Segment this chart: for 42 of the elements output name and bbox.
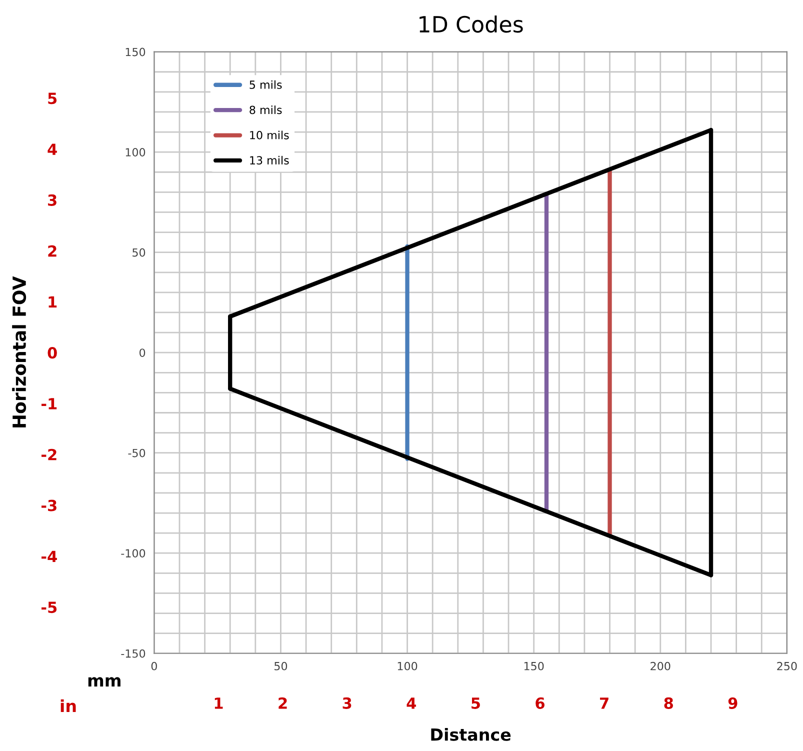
y2-tick-label: -4 xyxy=(42,550,57,562)
x-tick-label: 200 xyxy=(650,662,670,670)
x-tick-label: 250 xyxy=(777,662,797,670)
y-tick-label: -150 xyxy=(121,649,146,658)
x-axis-title: Distance xyxy=(431,728,511,741)
x-tick-label: 100 xyxy=(398,662,418,670)
x-tick-label: 50 xyxy=(274,662,288,670)
y2-tick-label: 2 xyxy=(48,245,56,257)
y2-tick-label: -5 xyxy=(42,602,57,614)
y-tick-label: -50 xyxy=(128,448,146,458)
y2-tick-label: -3 xyxy=(42,500,56,512)
y-tick-label: 0 xyxy=(140,348,146,357)
x2-tick-label: 7 xyxy=(600,698,608,709)
y-tick-label: -100 xyxy=(121,549,146,558)
y2-tick-label: 1 xyxy=(48,296,57,308)
x2-tick-label: 6 xyxy=(536,697,544,709)
chart-title: 1D Codes xyxy=(420,15,523,33)
text: mm xyxy=(88,677,120,687)
x2-tick-label: 4 xyxy=(406,698,416,709)
legend-label: 8 mils xyxy=(250,106,282,114)
x2-tick-label: 2 xyxy=(278,697,287,709)
x2-tick-label: 8 xyxy=(664,697,673,709)
x2-tick-label: 1 xyxy=(214,698,223,709)
y-tick-label: 100 xyxy=(126,148,146,156)
y2-tick-label: -1 xyxy=(42,398,57,410)
x2-tick-label: 5 xyxy=(472,698,480,709)
x-tick-label: 0 xyxy=(151,662,157,670)
x2-tick-label: 3 xyxy=(342,697,352,709)
y-tick-label: 150 xyxy=(126,48,146,56)
legend-label: 10 mils xyxy=(250,130,289,140)
y2-tick-label: 3 xyxy=(48,194,56,206)
x-tick-label: 150 xyxy=(524,662,544,670)
y2-tick-label: 0 xyxy=(48,347,57,359)
text: in xyxy=(60,699,76,712)
y2-tick-label: 5 xyxy=(48,92,57,104)
y2-tick-label: -2 xyxy=(42,448,56,460)
y-tick-label: 50 xyxy=(132,248,146,257)
y2-tick-label: 4 xyxy=(48,144,57,155)
legend-label: 5 mils xyxy=(250,80,282,89)
legend-label: 13 mils xyxy=(250,156,289,165)
x2-tick-label: 9 xyxy=(728,697,738,709)
y2-axis-title: Horizontal FOV xyxy=(12,276,26,428)
